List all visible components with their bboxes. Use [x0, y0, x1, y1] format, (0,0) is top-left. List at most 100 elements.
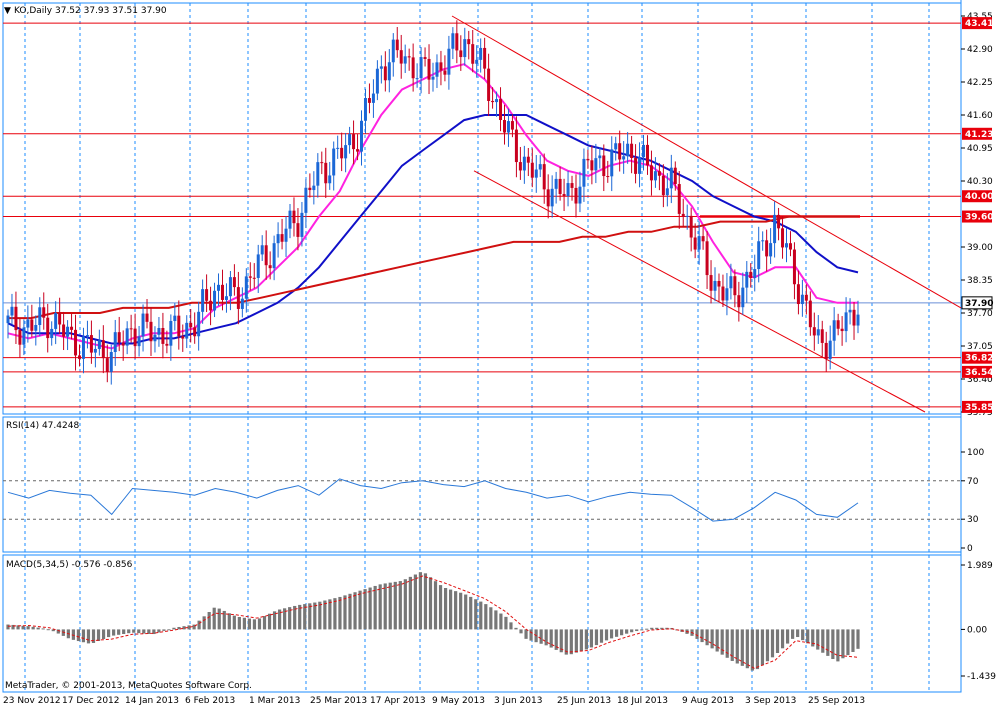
candle-body — [447, 48, 451, 75]
macd-bar — [157, 629, 161, 633]
macd-bar — [293, 605, 297, 630]
trend-channel — [451, 15, 962, 413]
main-price-axis: 43.55 42.90 42.25 41.60 40.95 40.30 39.00 38.35… — [961, 12, 993, 418]
macd-bar — [418, 572, 423, 630]
candle-body — [439, 62, 443, 71]
candle-body — [427, 58, 431, 80]
candle-body — [709, 275, 713, 291]
macd-bar — [313, 602, 317, 630]
macd-bar — [569, 629, 573, 655]
macd-bar — [96, 629, 101, 642]
candle-body — [272, 243, 276, 269]
rsi-panel — [2, 416, 962, 553]
candle-body — [149, 321, 153, 342]
price-tick-label: 38.35 — [967, 276, 993, 286]
candle-body — [491, 100, 495, 103]
candle-body — [161, 327, 165, 344]
candle-body — [50, 328, 54, 339]
macd-bar — [519, 629, 523, 634]
macd-bar — [856, 629, 860, 649]
candle-body — [550, 188, 554, 207]
macd-bar — [257, 618, 262, 630]
macd-bar — [469, 596, 473, 630]
collapse-triangle-icon[interactable]: ▼ — [4, 6, 11, 16]
candle-body — [312, 185, 316, 191]
candle-body — [852, 309, 856, 326]
copyright-text: MetaTrader, © 2001-2013, MetaQuotes Soft… — [5, 681, 252, 691]
level-label: 35.85 — [965, 403, 993, 413]
macd-bar — [137, 629, 141, 634]
macd-bar — [403, 579, 407, 630]
candle-body — [411, 57, 415, 79]
candle-body — [352, 134, 356, 150]
candle-body — [598, 155, 602, 159]
macd-bar — [831, 629, 835, 660]
candle-body — [240, 298, 244, 309]
macd-bar — [449, 589, 453, 630]
macd-bar — [554, 629, 558, 650]
x-axis-label: 17 Apr 2013 — [370, 696, 426, 706]
x-axis-label: 3 Sep 2013 — [745, 696, 796, 706]
candle-body — [570, 183, 574, 188]
macd-bar — [328, 599, 332, 630]
candle-body — [431, 76, 435, 80]
candle-body — [54, 312, 58, 329]
macd-tick-label: -1.439 — [967, 672, 996, 682]
candle-body — [681, 213, 685, 217]
candle-body — [193, 327, 197, 337]
candle-body — [308, 187, 312, 191]
candle-body — [773, 214, 777, 244]
macd-tick-label: 1.989 — [967, 561, 993, 571]
price-tick-label: 35.75 — [967, 408, 993, 418]
macd-bar — [630, 629, 634, 633]
rsi-tick-label: 70 — [967, 477, 979, 487]
macd-bar — [348, 593, 352, 630]
macd-bar — [298, 604, 302, 630]
candle-body — [824, 342, 828, 359]
candle-body — [419, 57, 423, 79]
macd-bar — [760, 629, 765, 666]
macd-bar — [242, 617, 246, 630]
rsi-line — [7, 478, 859, 522]
candle-body — [77, 355, 81, 359]
macd-bar — [750, 629, 754, 671]
macd-bar — [650, 627, 654, 630]
candle-body — [467, 39, 471, 45]
candle-body — [177, 315, 181, 337]
candle-body — [781, 228, 785, 248]
macd-bar — [780, 629, 785, 649]
rsi-tick-label: 30 — [967, 515, 979, 525]
macd-bar — [544, 629, 548, 646]
macd-bar — [192, 624, 196, 630]
macd-bar — [51, 629, 55, 632]
candle-body — [185, 322, 189, 339]
price-tick-label: 39.00 — [967, 243, 993, 253]
macd-bar — [182, 626, 186, 630]
candle-body — [673, 167, 677, 185]
price-tick-label: 42.90 — [967, 45, 993, 55]
candle-body — [201, 289, 205, 312]
candle-body — [169, 320, 173, 346]
candle-body — [725, 288, 729, 301]
candlesticks — [6, 20, 860, 385]
candle-body — [558, 178, 562, 195]
macd-bar — [318, 601, 322, 630]
candle-body — [26, 319, 30, 328]
candle-body — [415, 78, 419, 80]
candle-body — [657, 171, 661, 176]
candle-body — [133, 328, 137, 347]
macd-bar — [604, 629, 609, 641]
candle-body — [753, 269, 757, 279]
candle-body — [328, 175, 332, 184]
rsi-header: RSI(14) 47.4248 — [6, 421, 79, 431]
candle-body — [542, 164, 546, 190]
level-label: 37.90 — [965, 299, 993, 309]
candle-body — [471, 44, 475, 64]
level-label-box — [962, 210, 992, 223]
macd-bar — [660, 627, 664, 630]
macd-bar — [489, 607, 493, 630]
candle-body — [506, 121, 510, 133]
candle-body — [463, 39, 467, 58]
macd-bar — [36, 627, 40, 630]
